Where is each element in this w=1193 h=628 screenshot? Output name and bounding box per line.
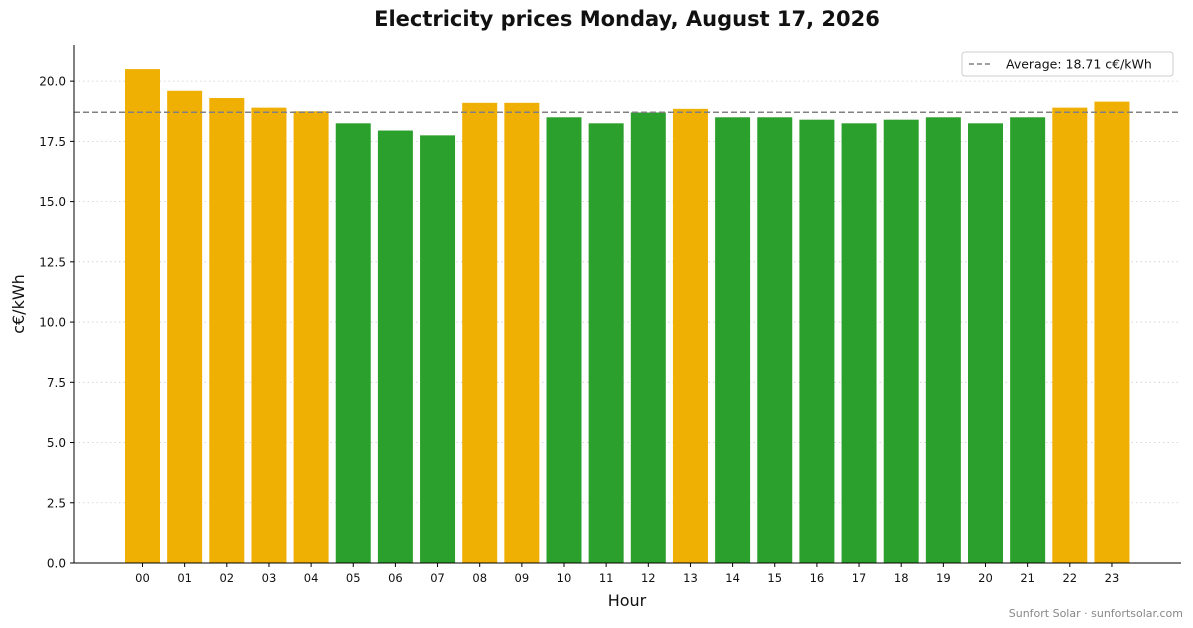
bar-03 bbox=[251, 107, 287, 564]
x-tick-label: 02 bbox=[219, 571, 234, 585]
y-tick-label: 7.5 bbox=[47, 376, 66, 390]
x-tick-label: 09 bbox=[515, 571, 530, 585]
legend-box bbox=[961, 51, 1174, 77]
x-tick-label: 20 bbox=[978, 571, 993, 585]
bar-02 bbox=[209, 98, 245, 564]
x-tick-label: 10 bbox=[557, 571, 572, 585]
bar-19 bbox=[925, 117, 961, 564]
bar-15 bbox=[757, 117, 793, 564]
bar-10 bbox=[546, 117, 582, 564]
bar-11 bbox=[588, 123, 624, 564]
x-tick-label: 13 bbox=[683, 571, 698, 585]
bar-17 bbox=[841, 123, 877, 564]
x-tick-label: 11 bbox=[599, 571, 614, 585]
x-tick-label: 00 bbox=[135, 571, 150, 585]
x-tick-label: 22 bbox=[1062, 571, 1077, 585]
bar-05 bbox=[335, 123, 371, 564]
x-tick-label: 05 bbox=[346, 571, 361, 585]
x-tick-label: 06 bbox=[388, 571, 403, 585]
x-tick-label: 01 bbox=[177, 571, 192, 585]
bar-22 bbox=[1052, 107, 1088, 564]
bar-20 bbox=[968, 123, 1003, 564]
x-ticks: 00 01 02 03 04 05 06 07 08 09 10 11 12 13 14 15 16 17 18 19… bbox=[135, 563, 1119, 585]
y-axis-label: c€/kWh bbox=[9, 274, 28, 334]
credit-text: Sunfort Solar · sunfortsolar.com bbox=[1009, 607, 1183, 620]
y-tick-label: 15.0 bbox=[39, 195, 66, 209]
y-tick-label: 0.0 bbox=[47, 557, 66, 571]
x-tick-label: 15 bbox=[767, 571, 782, 585]
x-tick-label: 12 bbox=[641, 571, 656, 585]
bar-18 bbox=[883, 119, 919, 564]
y-tick-label: 10.0 bbox=[39, 316, 66, 330]
x-tick-label: 19 bbox=[936, 571, 951, 585]
x-tick-label: 21 bbox=[1020, 571, 1035, 585]
x-tick-label: 16 bbox=[810, 571, 825, 585]
bar-08 bbox=[462, 102, 498, 564]
y-tick-label: 2.5 bbox=[47, 496, 66, 510]
y-tick-label: 17.5 bbox=[39, 135, 66, 149]
bar-07 bbox=[420, 135, 456, 564]
x-tick-label: 03 bbox=[262, 571, 277, 585]
x-tick-label: 23 bbox=[1105, 571, 1120, 585]
x-tick-label: 04 bbox=[304, 571, 319, 585]
bar-16 bbox=[799, 119, 835, 564]
x-axis-label: Hour bbox=[608, 591, 647, 610]
chart-title: Electricity prices Monday, August 17, 20… bbox=[374, 7, 880, 31]
bars bbox=[125, 69, 1130, 564]
bar-12 bbox=[630, 112, 666, 564]
y-tick-label: 20.0 bbox=[39, 75, 66, 89]
bar-04 bbox=[293, 111, 329, 564]
y-tick-label: 5.0 bbox=[47, 436, 66, 450]
x-tick-label: 08 bbox=[472, 571, 487, 585]
x-tick-label: 17 bbox=[852, 571, 867, 585]
bar-21 bbox=[1010, 117, 1046, 564]
x-tick-label: 07 bbox=[430, 571, 445, 585]
y-ticks: 0.0 2.5 5.0 7.5 10.0 12.5 15.0 17.5 20.0 bbox=[39, 75, 74, 571]
bar-00 bbox=[125, 69, 160, 564]
x-tick-label: 14 bbox=[725, 571, 740, 585]
bar-06 bbox=[377, 130, 413, 564]
legend: Average: 18.71 c€/kWh bbox=[961, 51, 1174, 77]
y-tick-label: 12.5 bbox=[39, 255, 66, 269]
bar-23 bbox=[1094, 101, 1130, 564]
bar-01 bbox=[167, 90, 203, 564]
legend-average-label: Average: 18.71 c€/kWh bbox=[1006, 57, 1152, 72]
bar-14 bbox=[715, 117, 751, 564]
bar-09 bbox=[504, 102, 540, 564]
x-tick-label: 18 bbox=[894, 571, 909, 585]
bar-13 bbox=[672, 108, 708, 564]
